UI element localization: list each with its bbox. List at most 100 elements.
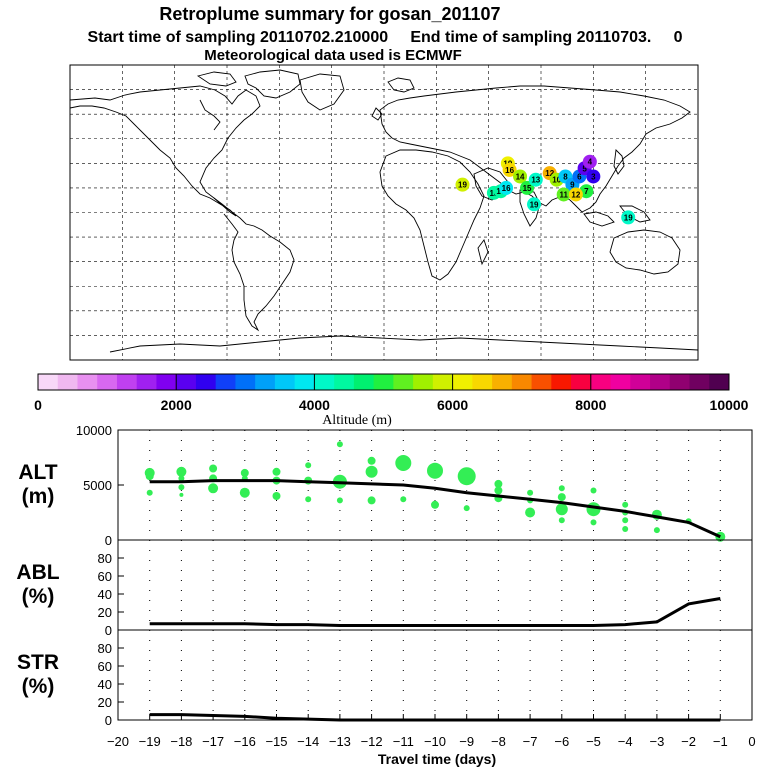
panel-str: 80 60 40 20 0 STR(%) [17,629,753,728]
y-tick-label: 10000 [76,423,112,438]
x-tick-label: −15 [265,734,287,749]
altitude-point [367,456,376,465]
map-marker [513,169,528,184]
colorbar-cell [38,374,59,390]
y-tick-label: 60 [98,659,112,674]
colorbar-tick-label: 2000 [161,397,192,413]
map-marker-label: 4 [588,158,593,167]
colorbar-tick-label: 10000 [710,397,749,413]
colorbar-cell [215,374,236,390]
y-tick-label: 5000 [83,478,112,493]
panel-label-unit: (m) [22,485,55,508]
meteorological-data-line: Meteorological data used is ECMWF [204,47,462,64]
colorbar-cell [57,374,78,390]
x-tick-label: −10 [424,734,446,749]
x-tick-label: −19 [139,734,161,749]
colorbar-cell [472,374,493,390]
panel-alt: 10000 5000 0 ALT(m) [18,423,753,548]
x-tick-label: −11 [393,734,414,749]
map-marker-label: 11 [559,190,568,199]
panel-abl: 80 60 40 20 0 ABL(%) [16,539,753,638]
colorbar-cell [511,374,533,390]
altitude-point [463,505,470,512]
colorbar-cell [492,374,513,390]
colorbar-cell [353,374,375,390]
altitude-point [622,526,629,532]
colorbar-cell [274,374,296,390]
panel-label-unit: (%) [22,585,55,608]
colorbar-cell [630,374,651,390]
colorbar-label: Altitude (m) [322,413,392,428]
colorbar-cell [373,374,394,390]
x-tick-label: −5 [586,734,601,749]
altitude-point [494,486,503,495]
map-marker-label: 5 [582,164,587,173]
colorbar-cell [531,374,552,390]
colorbar-ticks: 0 2000 4000 6000 8000 10000 [34,374,749,413]
map-marker [499,180,514,195]
x-tick-label: −2 [681,734,696,749]
map-marker [520,180,535,195]
colorbar-cell [432,374,454,390]
colorbar-cell [77,374,98,390]
colorbar-tick-label: 8000 [575,397,606,413]
colorbar-cell [393,374,414,390]
altitude-point [209,464,218,473]
map-marker-label: 16 [502,184,511,193]
map-marker-label: 19 [624,213,633,222]
altitude-point [305,496,312,503]
altitude-point [336,441,343,448]
map-marker-label: 19 [530,200,539,209]
panel-label-unit: (%) [22,675,55,698]
altitude-point [590,487,597,494]
map-marker [528,172,543,187]
altitude-point [178,475,185,482]
x-tick-label: −18 [170,734,192,749]
map-marker-label: 16 [505,166,514,175]
colorbar-cell [195,374,217,390]
map-marker-label: 9 [570,181,575,190]
altitude-point [400,496,407,503]
altitude-point [586,502,601,517]
sampling-time-line: Start time of sampling 20110702.210000 E… [88,29,683,46]
x-tick-label: −8 [491,734,506,749]
x-tick-label: −20 [107,734,129,749]
map-marker [586,169,601,184]
map-marker [556,187,571,202]
figure-title: Retroplume summary for gosan_201107 [159,4,500,24]
panel-label: ALT [18,461,57,484]
colorbar-cell [334,374,355,390]
map-gridlines [69,65,699,360]
colorbar-cell [176,374,197,390]
altitude-point [622,517,629,524]
altitude-point [305,462,312,469]
colorbar-cell [294,374,315,390]
altitude-point [145,472,154,481]
altitude-point [558,517,565,524]
colorbar-cell [97,374,118,390]
colorbar-cell [709,374,730,390]
altitude-point [272,467,281,476]
altitude-point [494,479,503,488]
y-tick-label: 40 [98,587,112,602]
altitude-point [146,489,153,496]
y-tick-label: 40 [98,677,112,692]
y-tick-label: 60 [98,569,112,584]
altitude-point [525,507,536,518]
altitude-point [395,455,412,471]
map-marker-label: 18 [489,189,498,198]
colorbar-tick-label: 6000 [437,397,468,413]
y-tick-label: 0 [105,713,112,728]
altitude-point [653,527,660,534]
colorbar-tick-label: 4000 [299,397,330,413]
x-tick-label: −6 [554,734,569,749]
x-tick-label: −16 [234,734,256,749]
map-marker-label: 13 [531,176,540,185]
map-marker [502,162,517,177]
map-marker [582,154,597,169]
y-tick-label: 20 [98,695,112,710]
altitude-point [557,493,566,502]
timeseries-panels: 1000050000ALT(m)806040200ABL(%)806040200… [16,423,755,749]
colorbar-cells [38,374,730,390]
colorbar-cell [590,374,612,390]
